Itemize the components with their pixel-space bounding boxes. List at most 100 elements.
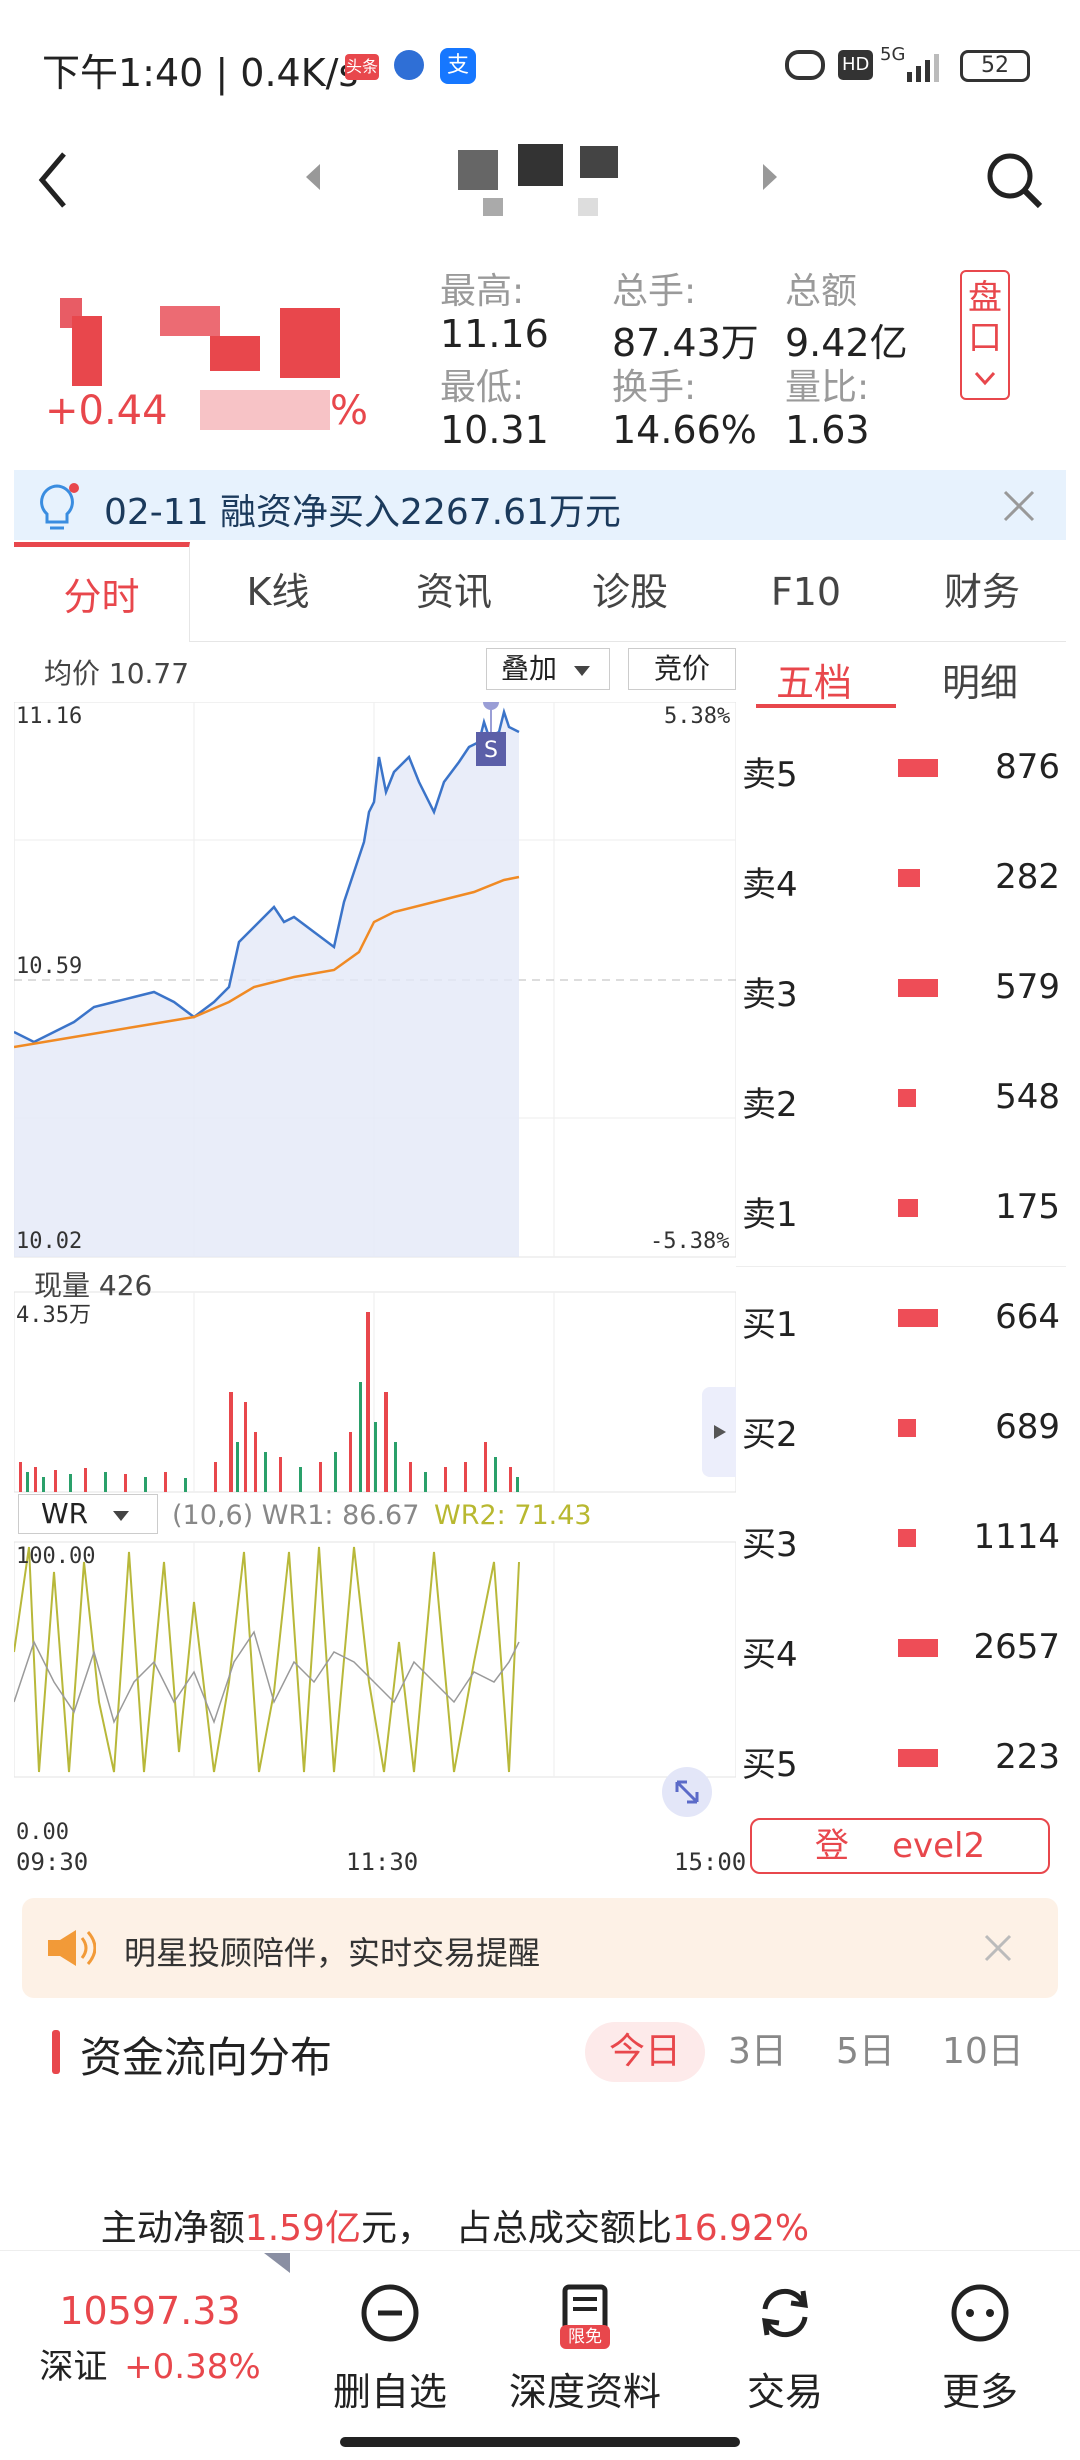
advisor-banner[interactable]: 明星投顾陪伴，实时交易提醒 [22, 1898, 1058, 1998]
close-icon[interactable] [980, 1930, 1016, 1966]
wr1-line [14, 1546, 520, 1773]
book-row-sell1[interactable]: 卖1 175 [736, 1157, 1066, 1267]
auction-button[interactable]: 竞价 [628, 648, 736, 690]
deep-data-button[interactable]: 限免 深度资料 [505, 2281, 665, 2416]
tab-diagnosis[interactable]: 诊股 [591, 570, 668, 614]
amount-value: 9.42亿 [785, 321, 908, 365]
wr-bottom-label: 0.00 [16, 1820, 69, 1845]
low-value: 10.31 [440, 408, 549, 452]
sell-marker[interactable]: S [484, 738, 498, 763]
tab-kline[interactable]: K线 [246, 570, 310, 614]
flow-prefix: 主动净额 [100, 2208, 245, 2249]
refresh-icon [762, 2288, 808, 2338]
book-row-buy2[interactable]: 买2 689 [736, 1377, 1066, 1487]
link-icon [785, 50, 825, 80]
margin-notice[interactable]: 02-11 融资净买入2267.61万元 [14, 470, 1066, 540]
book-bar [898, 1529, 916, 1547]
caret-down-icon [573, 666, 590, 676]
book-label: 卖5 [742, 755, 798, 795]
tab-f10[interactable]: F10 [770, 570, 842, 614]
tab-detail[interactable]: 明细 [942, 661, 1019, 705]
close-icon[interactable] [999, 486, 1039, 526]
free-badge: 限免 [560, 2325, 610, 2349]
book-qty: 223 [995, 1737, 1060, 1777]
indicator-label: WR [41, 1497, 89, 1530]
period-5d[interactable]: 5日 [836, 2031, 895, 2072]
index-widget[interactable]: 10597.33 深证 +0.38% [30, 2289, 270, 2388]
caret-down-icon [113, 1511, 130, 1521]
book-row-buy1[interactable]: 买1 664 [736, 1267, 1066, 1377]
more-button[interactable]: 更多 [900, 2281, 1060, 2416]
book-bar [898, 979, 938, 997]
price-high-label: 11.16 [16, 704, 83, 729]
tab-finance[interactable]: 财务 [943, 570, 1020, 614]
book-bar [898, 1749, 938, 1767]
book-label: 买2 [742, 1415, 798, 1455]
time-start-label: 09:30 [16, 1848, 89, 1876]
pankou-label: 盘口 [968, 278, 1002, 358]
index-name: 深证 [39, 2347, 108, 2387]
minus-circle-icon [361, 2284, 419, 2342]
trade-label: 交易 [746, 2370, 823, 2414]
wr-top-label: 100.00 [16, 1544, 96, 1569]
deep-data-label: 深度资料 [508, 2370, 661, 2414]
expand-handle[interactable] [702, 1387, 736, 1477]
search-button[interactable] [980, 140, 1050, 220]
book-row-buy4[interactable]: 买4 2657 [736, 1597, 1066, 1707]
pankou-button[interactable]: 盘口 [960, 270, 1010, 400]
period-today[interactable]: 今日 [585, 2022, 705, 2082]
book-row-buy3[interactable]: 买3 1114 [736, 1487, 1066, 1597]
volume-value: 87.43万 [612, 321, 759, 365]
tab-news[interactable]: 资讯 [415, 570, 492, 614]
book-row-sell2[interactable]: 卖2 548 [736, 1047, 1066, 1157]
time-mid-label: 11:30 [346, 1848, 419, 1876]
amount-label: 总额 [785, 271, 858, 312]
app-icon [394, 50, 424, 80]
period-3d[interactable]: 3日 [728, 2031, 787, 2072]
turnover-value: 14.66% [612, 408, 757, 452]
chevron-down-icon [974, 371, 996, 386]
prev-stock-button[interactable] [298, 152, 328, 202]
book-label: 买4 [742, 1635, 798, 1675]
tab-intraday[interactable]: 分时 [14, 542, 190, 642]
next-stock-button[interactable] [755, 152, 785, 202]
book-label: 买5 [742, 1745, 798, 1785]
book-row-buy5[interactable]: 买5 223 [736, 1707, 1066, 1817]
book-bar [898, 759, 938, 777]
book-bar [898, 1639, 938, 1657]
indicator-select[interactable]: WR [18, 1494, 158, 1534]
change-pct-redacted [200, 390, 330, 430]
notice-date: 02-11 [104, 492, 209, 533]
remove-watchlist-button[interactable]: 删自选 [310, 2281, 470, 2416]
period-10d[interactable]: 10日 [942, 2031, 1024, 2072]
network-icon: 5G [880, 44, 906, 65]
back-button[interactable] [24, 140, 94, 220]
book-label: 买1 [742, 1305, 798, 1345]
turnover-label: 换手: [612, 367, 697, 408]
book-row-sell5[interactable]: 卖5 876 [736, 717, 1066, 827]
tab-five-levels[interactable]: 五档 [776, 661, 853, 705]
overlay-button[interactable]: 叠加 [486, 648, 610, 690]
wr2-value: WR2: 71.43 [434, 1500, 592, 1531]
price-low-label: 10.02 [16, 1229, 83, 1254]
pct-low-label: -5.38% [650, 1229, 730, 1254]
book-label: 买3 [742, 1525, 798, 1565]
volume-bars [19, 1312, 519, 1492]
login-level2-button[interactable]: 登 evel2 [750, 1818, 1050, 1874]
intraday-chart[interactable]: 均价 10.77 叠加 竞价 [14, 642, 746, 1882]
book-row-sell3[interactable]: 卖3 579 [736, 937, 1066, 1047]
more-icon [951, 2284, 1009, 2342]
book-bar [898, 1309, 938, 1327]
book-row-sell4[interactable]: 卖4 282 [736, 827, 1066, 937]
wr1-params: (10,6) WR1: 86.67 [172, 1500, 420, 1531]
nav-bar [0, 130, 1080, 240]
remove-watchlist-label: 删自选 [332, 2370, 447, 2414]
overlay-label: 叠加 [501, 652, 558, 685]
trade-button[interactable]: 交易 [705, 2281, 865, 2416]
index-change: +0.38% [124, 2347, 261, 2387]
wr2-line [14, 1630, 520, 1725]
fullscreen-button[interactable] [662, 1767, 712, 1817]
lightbulb-icon [40, 483, 79, 530]
high-value: 11.16 [440, 312, 549, 356]
book-qty: 579 [995, 967, 1060, 1007]
